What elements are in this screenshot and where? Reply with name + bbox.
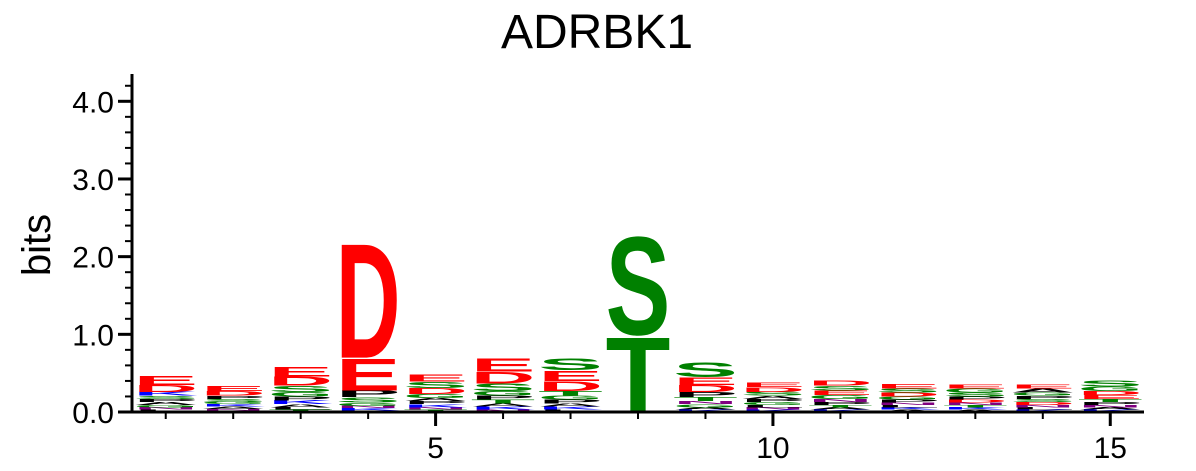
logo-column-5: TNKPAGDSE (403, 373, 468, 413)
logo-letter-E: E (201, 384, 266, 392)
logo-column-10: KNLGPASDE (741, 381, 806, 412)
y-tick-label: 1.0 (72, 319, 114, 352)
logo-letter-S: S (538, 355, 603, 373)
x-tick-label: 5 (427, 432, 444, 465)
logo-letter-E: E (133, 373, 198, 388)
logo-column-9: KAGNTPDES (673, 357, 738, 412)
y-tick-label: 4.0 (72, 86, 114, 119)
y-axis-label: bits (15, 214, 59, 276)
logo-letter-D: D (808, 379, 873, 387)
logo-letter-S: S (673, 357, 738, 381)
x-tick-label: 10 (756, 432, 789, 465)
logo-letters: LNGAPSKDELNAKGSPDETLAKPGSDEAKNGSPEDTNKPA… (133, 208, 1143, 436)
logo-column-14: KLNDSPGAE (1010, 384, 1075, 413)
y-tick-label: 2.0 (72, 242, 114, 275)
logo-column-1: LNGAPSKDE (133, 373, 198, 413)
chart-title: ADRBK1 (501, 6, 693, 59)
logo-column-13: AKTNDPSGE (943, 384, 1008, 413)
y-tick-label: 3.0 (72, 164, 114, 197)
logo-letter-E: E (471, 355, 536, 375)
y-tick-label: 0.0 (72, 397, 114, 430)
logo-letter-E: E (1010, 384, 1075, 390)
logo-column-12: AKLNPGDSE (875, 383, 940, 413)
logo-column-15: KANPTEDGS (1078, 379, 1143, 413)
logo-letter-S: S (606, 208, 671, 365)
logo-column-11: KATPNGESD (808, 379, 873, 413)
logo-column-4: AKNGSPED (336, 210, 401, 412)
logo-letter-D: D (336, 210, 401, 394)
logo-letter-S: S (1078, 379, 1143, 389)
logo-column-6: NKATPGSDE (471, 355, 536, 413)
x-tick-label: 15 (1094, 432, 1127, 465)
logo-letter-E: E (741, 381, 806, 388)
logo-letter-E: E (943, 384, 1008, 390)
logo-letter-E: E (403, 373, 468, 384)
logo-letter-E: E (268, 364, 333, 380)
logo-column-7: LKAPGTDES (538, 355, 603, 412)
logo-column-3: TLAKPGSDE (268, 364, 333, 413)
logo-column-8: TS (606, 208, 671, 436)
logo-column-2: LNAKGSPDE (201, 384, 266, 412)
logo-letter-E: E (875, 383, 940, 390)
